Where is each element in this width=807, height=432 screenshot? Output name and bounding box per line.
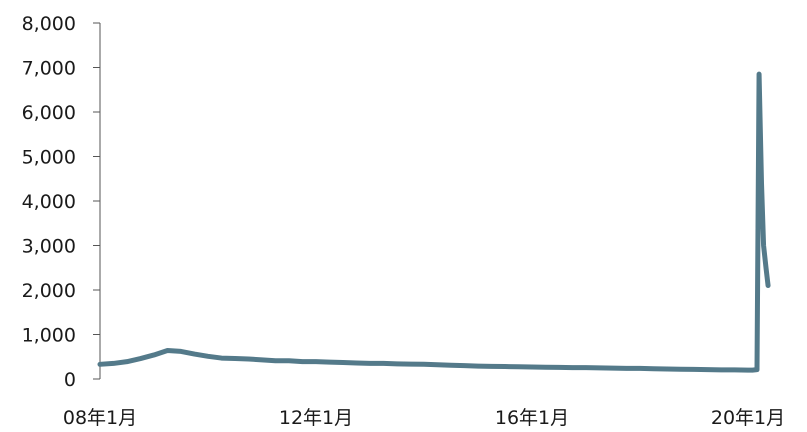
y-tick-label: 6,000 — [22, 102, 76, 124]
y-tick-label: 1,000 — [22, 325, 76, 347]
y-tick-label: 7,000 — [22, 58, 76, 80]
y-tick-label: 8,000 — [22, 13, 76, 35]
x-tick-label: 20年1月 — [711, 407, 785, 429]
x-tick-label: 08年1月 — [63, 407, 137, 429]
y-tick-label: 2,000 — [22, 280, 76, 302]
y-tick-label: 5,000 — [22, 147, 76, 169]
y-tick-label: 4,000 — [22, 191, 76, 213]
x-tick-label: 12年1月 — [279, 407, 353, 429]
y-tick-label: 3,000 — [22, 236, 76, 258]
x-axis: 08年1月 12年1月 16年1月 20年1月 — [63, 407, 785, 429]
series-line — [97, 71, 771, 373]
y-tick-label: 0 — [64, 369, 76, 391]
x-tick-label: 16年1月 — [495, 407, 569, 429]
y-axis: 0 1,000 2,000 3,000 4,000 5,000 6,000 7,000 8,00… — [22, 13, 101, 391]
